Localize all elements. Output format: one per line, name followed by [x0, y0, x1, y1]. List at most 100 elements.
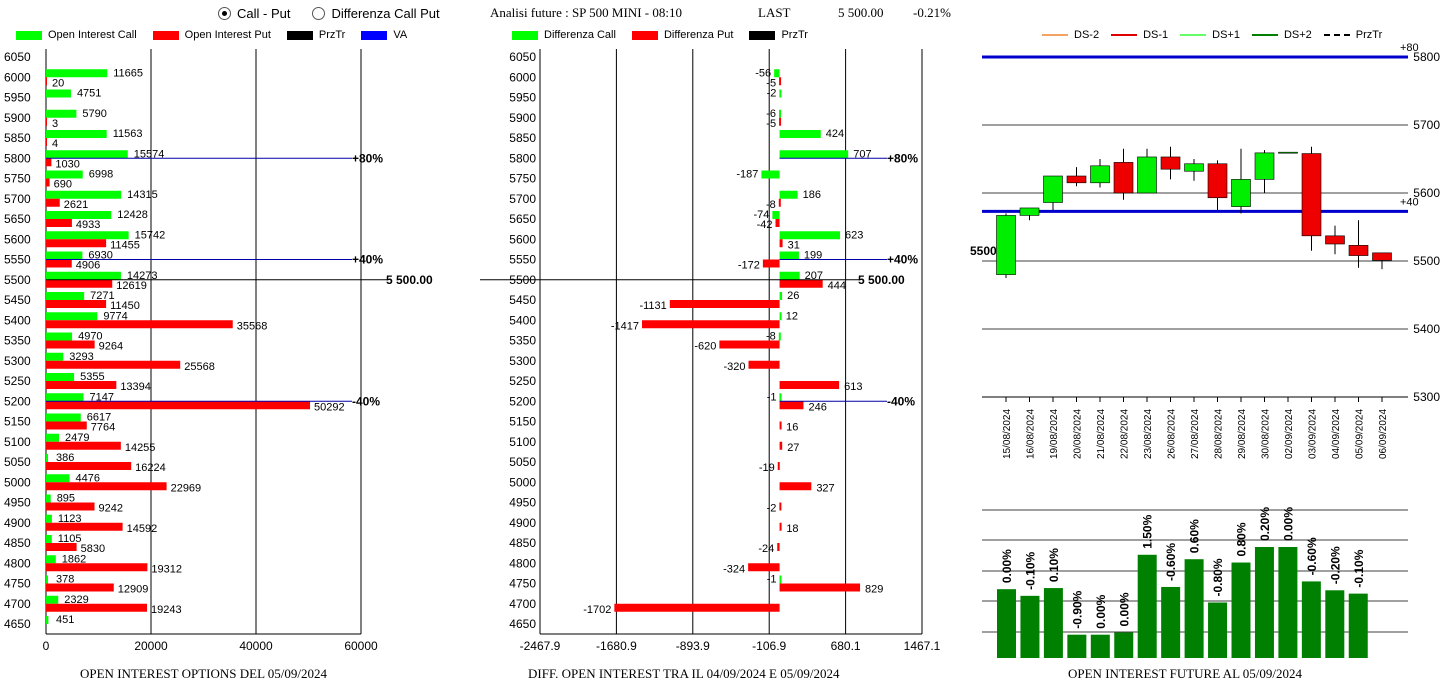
- bar-call: [46, 616, 49, 624]
- bar-call: [46, 170, 83, 179]
- price-line-label: +40%: [887, 253, 918, 267]
- y-tick-label: 4850: [4, 536, 31, 550]
- radio-diff-label: Differenza Call Put: [331, 6, 440, 21]
- bar-diff-put-label: 27: [787, 442, 799, 454]
- data-label-put: 4906: [76, 260, 100, 272]
- x-tick-label: 28/08/2024: [1214, 409, 1225, 459]
- y-tick-label: 4950: [4, 496, 31, 510]
- bar-call: [46, 292, 85, 300]
- x-tick-label: 40000: [239, 639, 273, 653]
- data-label-call: 6930: [88, 250, 112, 262]
- candle-body: [1278, 151, 1298, 154]
- data-label-call: 4970: [78, 331, 102, 343]
- bar-call: [46, 271, 121, 280]
- bar-call: [46, 373, 75, 381]
- bar-diff-put: [614, 603, 780, 612]
- legend-label: PrzTr: [781, 29, 808, 41]
- bar-call: [46, 494, 51, 503]
- caption-left: OPEN INTEREST OPTIONS DEL 05/09/2024: [80, 666, 327, 681]
- data-label-put: 19243: [151, 604, 182, 616]
- legend-item-call: Open Interest Call: [16, 29, 137, 41]
- data-label-put: 20: [52, 77, 64, 89]
- data-label-call: 1105: [58, 533, 82, 545]
- x-tick-label: 26/08/2024: [1167, 409, 1178, 459]
- future-bar: [1043, 588, 1063, 658]
- bar-put: [46, 117, 47, 126]
- bar-put: [46, 583, 114, 592]
- y-tick-label: 4950: [509, 496, 536, 510]
- future-bar: [1090, 634, 1110, 658]
- future-bar: [1301, 581, 1321, 658]
- future-bar-label: -0.90%: [1070, 590, 1084, 628]
- bar-call: [46, 89, 71, 98]
- y-tick-label: 4750: [4, 577, 31, 591]
- caption-mid: DIFF. OPEN INTEREST TRA IL 04/09/2024 E …: [528, 666, 840, 681]
- future-bar-label: -0.20%: [1328, 546, 1342, 584]
- future-bar-label: -0.60%: [1164, 543, 1178, 581]
- bar-diff-put-label: -5: [766, 77, 776, 89]
- future-bar: [1114, 632, 1134, 658]
- bar-diff-call: [779, 271, 800, 280]
- bar-put: [46, 401, 311, 410]
- future-bar: [1161, 586, 1181, 658]
- candle-body: [1090, 165, 1110, 184]
- future-bar-label: 0.00%: [1094, 594, 1108, 628]
- bar-diff-call: [779, 89, 782, 98]
- y-tick-label: 6050: [509, 50, 536, 64]
- view-mode-radio-group: Call - Put Differenza Call Put: [218, 6, 440, 21]
- legend-label: PrzTr: [318, 29, 346, 41]
- bar-diff-call: [779, 190, 798, 199]
- legend-item-va: VA: [361, 29, 407, 41]
- radio-diff-call-put[interactable]: Differenza Call Put: [312, 6, 440, 21]
- x-tick-label: 20000: [134, 639, 168, 653]
- legend-item-ds-p1: DS+1: [1180, 29, 1240, 41]
- y-tick-label: 4900: [4, 516, 31, 530]
- bar-diff-put-label: -1417: [611, 320, 639, 332]
- candle-body: [1207, 163, 1228, 199]
- y-tick-label: 4800: [509, 556, 536, 570]
- bar-diff-put-label: -324: [723, 563, 745, 575]
- radio-call-put[interactable]: Call - Put: [218, 6, 290, 21]
- chart-diff-open-interest: -2467.9 -1680.9 -893.9 -106.9 680.1 1467.1 605…: [480, 49, 941, 653]
- bar-diff-call-label: -2: [767, 88, 777, 100]
- data-label-call: 12428: [117, 209, 148, 221]
- legend-item-diff-put: Differenza Put: [631, 29, 733, 41]
- bar-diff-call-label: 424: [826, 128, 844, 140]
- page-title: Analisi future : SP 500 MINI - 08:10: [490, 5, 682, 20]
- bar-put: [46, 279, 113, 288]
- bar-diff-call: [772, 211, 780, 219]
- legend-swatch: [361, 30, 388, 40]
- bar-call: [46, 150, 128, 159]
- candle-body: [1066, 175, 1087, 184]
- data-label-put: 9264: [99, 341, 123, 353]
- y-tick-label: 5050: [4, 455, 31, 469]
- bar-diff-put: [779, 401, 804, 410]
- x-tick-label: 29/08/2024: [1237, 409, 1248, 459]
- legend-item-ds-p2: DS+2: [1251, 29, 1312, 41]
- bar-diff-call: [779, 231, 841, 240]
- legend-item-ds-2: DS-2: [1042, 29, 1099, 41]
- radio-selected-icon: [218, 7, 231, 20]
- future-bar-label: -0.60%: [1305, 537, 1319, 575]
- future-bar-label: 0.60%: [1188, 519, 1202, 553]
- y-tick-label: 4650: [509, 617, 536, 631]
- bar-put: [46, 77, 47, 86]
- y-tick-label: 5700: [1413, 118, 1440, 132]
- x-tick-label: 20/08/2024: [1073, 409, 1084, 459]
- future-bar: [1137, 554, 1157, 658]
- y-tick-label: 6050: [4, 50, 31, 64]
- legend-swatch: [16, 30, 42, 40]
- future-bar-label: -0.10%: [1023, 551, 1037, 589]
- bar-diff-put: [779, 239, 783, 248]
- bar-diff-put-label: -2: [767, 503, 777, 515]
- data-label-put: 12909: [118, 584, 149, 596]
- bar-diff-put-label: -1702: [583, 604, 611, 616]
- bar-call: [46, 514, 52, 523]
- data-label-put: 9242: [99, 503, 123, 515]
- y-tick-label: 5100: [4, 435, 31, 449]
- bar-diff-put: [779, 522, 782, 531]
- bar-diff-call: [761, 170, 780, 179]
- candle-body: [1231, 179, 1251, 207]
- price-line-label: 5 500.00: [386, 273, 433, 287]
- legend-item-put: Open Interest Put: [152, 29, 271, 41]
